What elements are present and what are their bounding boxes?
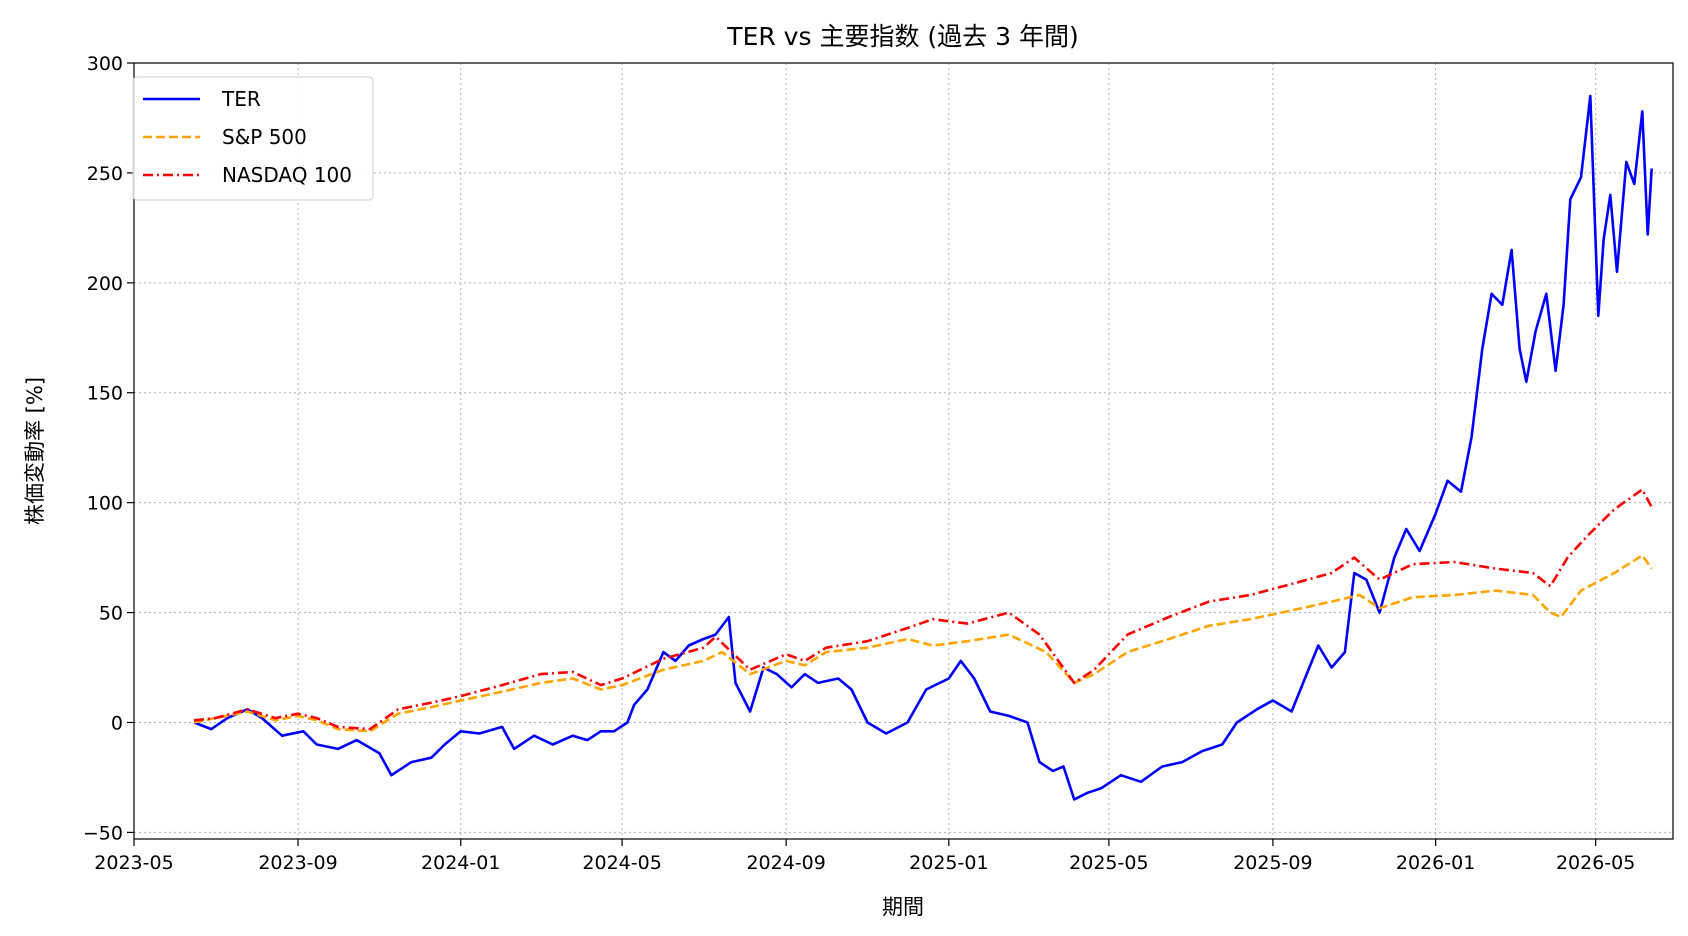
- legend-label: NASDAQ 100: [222, 163, 352, 187]
- x-tick-label: 2026-01: [1396, 852, 1475, 874]
- plot-frame: [133, 62, 1674, 840]
- x-tick-label: 2024-09: [746, 852, 825, 874]
- legend: TER S&P 500 NASDAQ 100: [132, 76, 374, 201]
- x-tick-label: 2025-05: [1069, 852, 1148, 874]
- x-tick-label: 2024-01: [421, 852, 500, 874]
- y-tick-label: −50: [83, 822, 123, 844]
- x-tick-label: 2024-05: [582, 852, 661, 874]
- series-line-2: [193, 488, 1653, 731]
- y-tick-label: 50: [99, 603, 123, 625]
- x-tick-label: 2023-05: [94, 852, 173, 874]
- series-line-0: [193, 94, 1653, 801]
- legend-box: [132, 76, 374, 201]
- x-tick-label: 2023-09: [258, 852, 337, 874]
- axis-layer: 2023-05 2023-09 2024-01 2024-05 2024-09 2025-…: [83, 53, 1635, 874]
- x-tick-label: 2025-09: [1233, 852, 1312, 874]
- chart-title: TER vs 主要指数 (過去 3 年間): [726, 22, 1078, 51]
- legend-label: S&P 500: [222, 125, 307, 149]
- y-axis-label: 株価変動率 [%]: [23, 377, 47, 525]
- y-tick-label: 200: [87, 273, 123, 295]
- y-tick-label: 150: [87, 383, 123, 405]
- x-tick-label: 2026-05: [1556, 852, 1635, 874]
- series-layer: [193, 94, 1653, 801]
- legend-label: TER: [221, 87, 261, 111]
- y-tick-label: 100: [87, 493, 123, 515]
- x-tick-label: 2025-01: [909, 852, 988, 874]
- y-tick-label: 250: [87, 163, 123, 185]
- x-axis-label: 期間: [882, 895, 924, 919]
- y-tick-label: 0: [111, 712, 123, 734]
- series-line-1: [193, 554, 1653, 733]
- y-tick-label: 300: [87, 53, 123, 75]
